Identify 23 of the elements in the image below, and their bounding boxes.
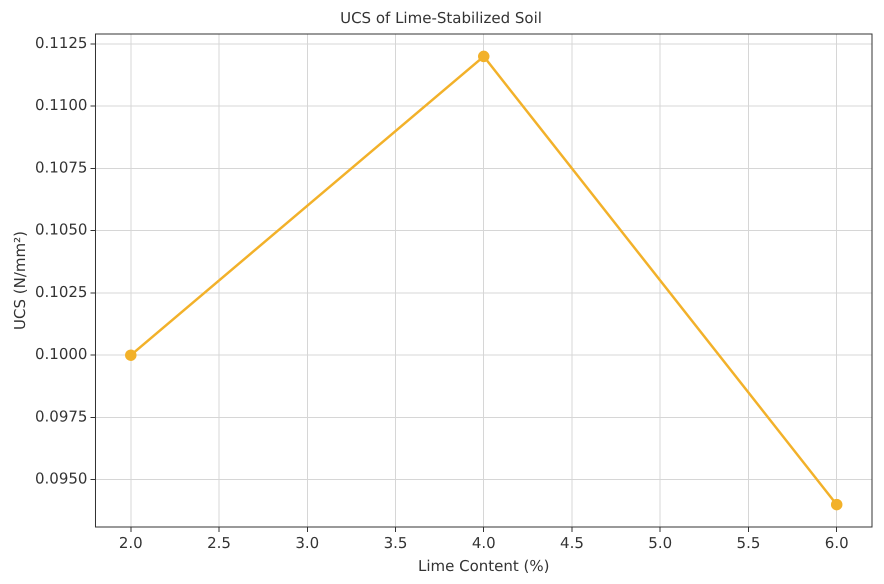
x-axis-title: Lime Content (%)	[418, 556, 550, 575]
x-tick-label: 2.5	[207, 534, 231, 552]
point	[830, 498, 842, 510]
x-tick-label: 5.0	[648, 534, 672, 552]
y-tick-label: 0.1125	[34, 34, 88, 52]
x-tick-label: 3.0	[295, 534, 320, 552]
x-tick-label: 4.5	[560, 534, 584, 552]
y-tick-label: 0.0975	[34, 407, 88, 426]
y-tick-label: 0.1050	[34, 220, 88, 239]
x-tick-label: 4.0	[472, 534, 496, 552]
x-tick-label: 3.5	[384, 534, 408, 552]
x-tick-label: 5.5	[736, 534, 760, 552]
y-tick-label: 0.1025	[34, 282, 88, 301]
point	[125, 349, 137, 361]
x-tick-label: 6.0	[824, 534, 849, 552]
chart-title: UCS of Lime-Stabilized Soil	[340, 8, 542, 27]
y-tick-label: 0.1075	[34, 158, 88, 176]
y-tick-label: 0.1000	[34, 345, 88, 364]
y-tick-label: 0.1100	[34, 96, 88, 114]
y-tick-label: 0.0950	[34, 470, 88, 488]
y-axis-title: UCS (N/mm²)	[10, 231, 29, 330]
point	[478, 50, 490, 62]
x-tick-label: 2.0	[118, 534, 143, 552]
